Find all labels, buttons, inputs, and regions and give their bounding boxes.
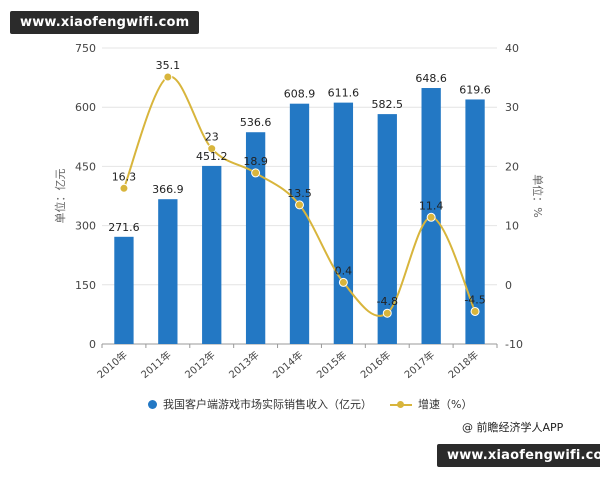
line-point	[207, 144, 217, 154]
line-point	[470, 306, 480, 316]
x-tick-label: 2012年	[182, 348, 218, 381]
growth-value-label: 11.4	[419, 199, 444, 212]
line-series	[119, 72, 480, 318]
bar	[333, 102, 354, 345]
right-axis-label: 单位：%	[531, 174, 545, 217]
watermark-banner-top: www.xiaofengwifi.com	[10, 11, 200, 34]
legend-item-growth: 增速（%）	[390, 396, 472, 412]
source-credit: @ 前瞻经济学人APP	[462, 421, 564, 434]
right-tick-label: 20	[505, 160, 519, 173]
bar	[158, 199, 178, 344]
growth-value-label: -4.5	[464, 293, 485, 306]
left-tick-label: 300	[75, 220, 96, 233]
bar-value-label: 366.9	[152, 183, 184, 196]
bar-value-label: 611.6	[328, 87, 360, 100]
left-tick-label: 750	[75, 42, 96, 55]
growth-value-label: 0.4	[335, 264, 353, 277]
bar-series	[114, 88, 485, 345]
bar	[377, 114, 397, 345]
legend-label-growth: 增速（%）	[418, 398, 473, 411]
x-tick-label: 2014年	[270, 348, 306, 381]
bar-value-label: 271.6	[108, 221, 140, 234]
bar	[114, 236, 134, 344]
x-tick-label: 2016年	[358, 348, 394, 381]
growth-value-label: 35.1	[156, 59, 181, 72]
right-tick-label: -10	[505, 338, 523, 351]
left-tick-label: 600	[75, 101, 96, 114]
bar	[289, 103, 310, 344]
line-point	[426, 212, 436, 222]
right-tick-label: 30	[505, 101, 519, 114]
bar	[202, 165, 222, 344]
line-point	[163, 72, 173, 82]
legend-dot-icon	[148, 399, 157, 409]
x-tick-label: 2010年	[94, 348, 130, 381]
watermark-banner-bottom: www.xiaofengwifi.com	[437, 444, 600, 467]
x-tick-label: 2011年	[138, 348, 174, 381]
growth-value-label: 16.3	[112, 170, 137, 183]
left-tick-label: 0	[89, 338, 96, 351]
right-tick-label: 40	[505, 42, 519, 55]
growth-value-label: 13.5	[287, 187, 312, 200]
growth-value-label: 18.9	[243, 155, 268, 168]
legend-line-icon	[390, 400, 412, 409]
line-point	[295, 200, 304, 210]
bar-value-label: 536.6	[240, 116, 272, 129]
legend-item-revenue: 我国客户端游戏市场实际销售收入（亿元）	[148, 396, 372, 412]
left-tick-label: 450	[75, 160, 96, 173]
x-tick-label: 2017年	[402, 348, 438, 381]
growth-value-label: 23	[205, 131, 219, 144]
line-point	[338, 277, 348, 287]
x-tick-label: 2018年	[445, 348, 481, 381]
bar	[245, 132, 266, 344]
bar	[465, 99, 485, 344]
legend-label-revenue: 我国客户端游戏市场实际销售收入（亿元）	[163, 398, 372, 411]
chart-legend: 我国客户端游戏市场实际销售收入（亿元） 增速（%）	[148, 396, 490, 412]
growth-value-label: -4.8	[377, 295, 398, 308]
right-tick-label: 0	[505, 279, 512, 292]
bar-value-label: 582.5	[372, 98, 404, 111]
bar-value-label: 451.2	[196, 150, 228, 163]
bar-value-label: 608.9	[284, 88, 316, 101]
data-labels: 271.6 366.9 451.2 536.6 608.9 611.6 582.5 648.6…	[108, 59, 491, 308]
left-tick-label: 150	[75, 279, 96, 292]
x-tick-label: 2015年	[314, 348, 350, 381]
x-tick-label: 2013年	[226, 348, 262, 381]
line-point	[251, 168, 261, 178]
left-axis-label: 单位：亿元	[53, 169, 67, 224]
bar-value-label: 619.6	[459, 83, 491, 96]
bar-value-label: 648.6	[415, 72, 447, 85]
line-point	[382, 308, 392, 318]
line-point	[119, 183, 129, 193]
right-tick-label: 10	[505, 220, 519, 233]
